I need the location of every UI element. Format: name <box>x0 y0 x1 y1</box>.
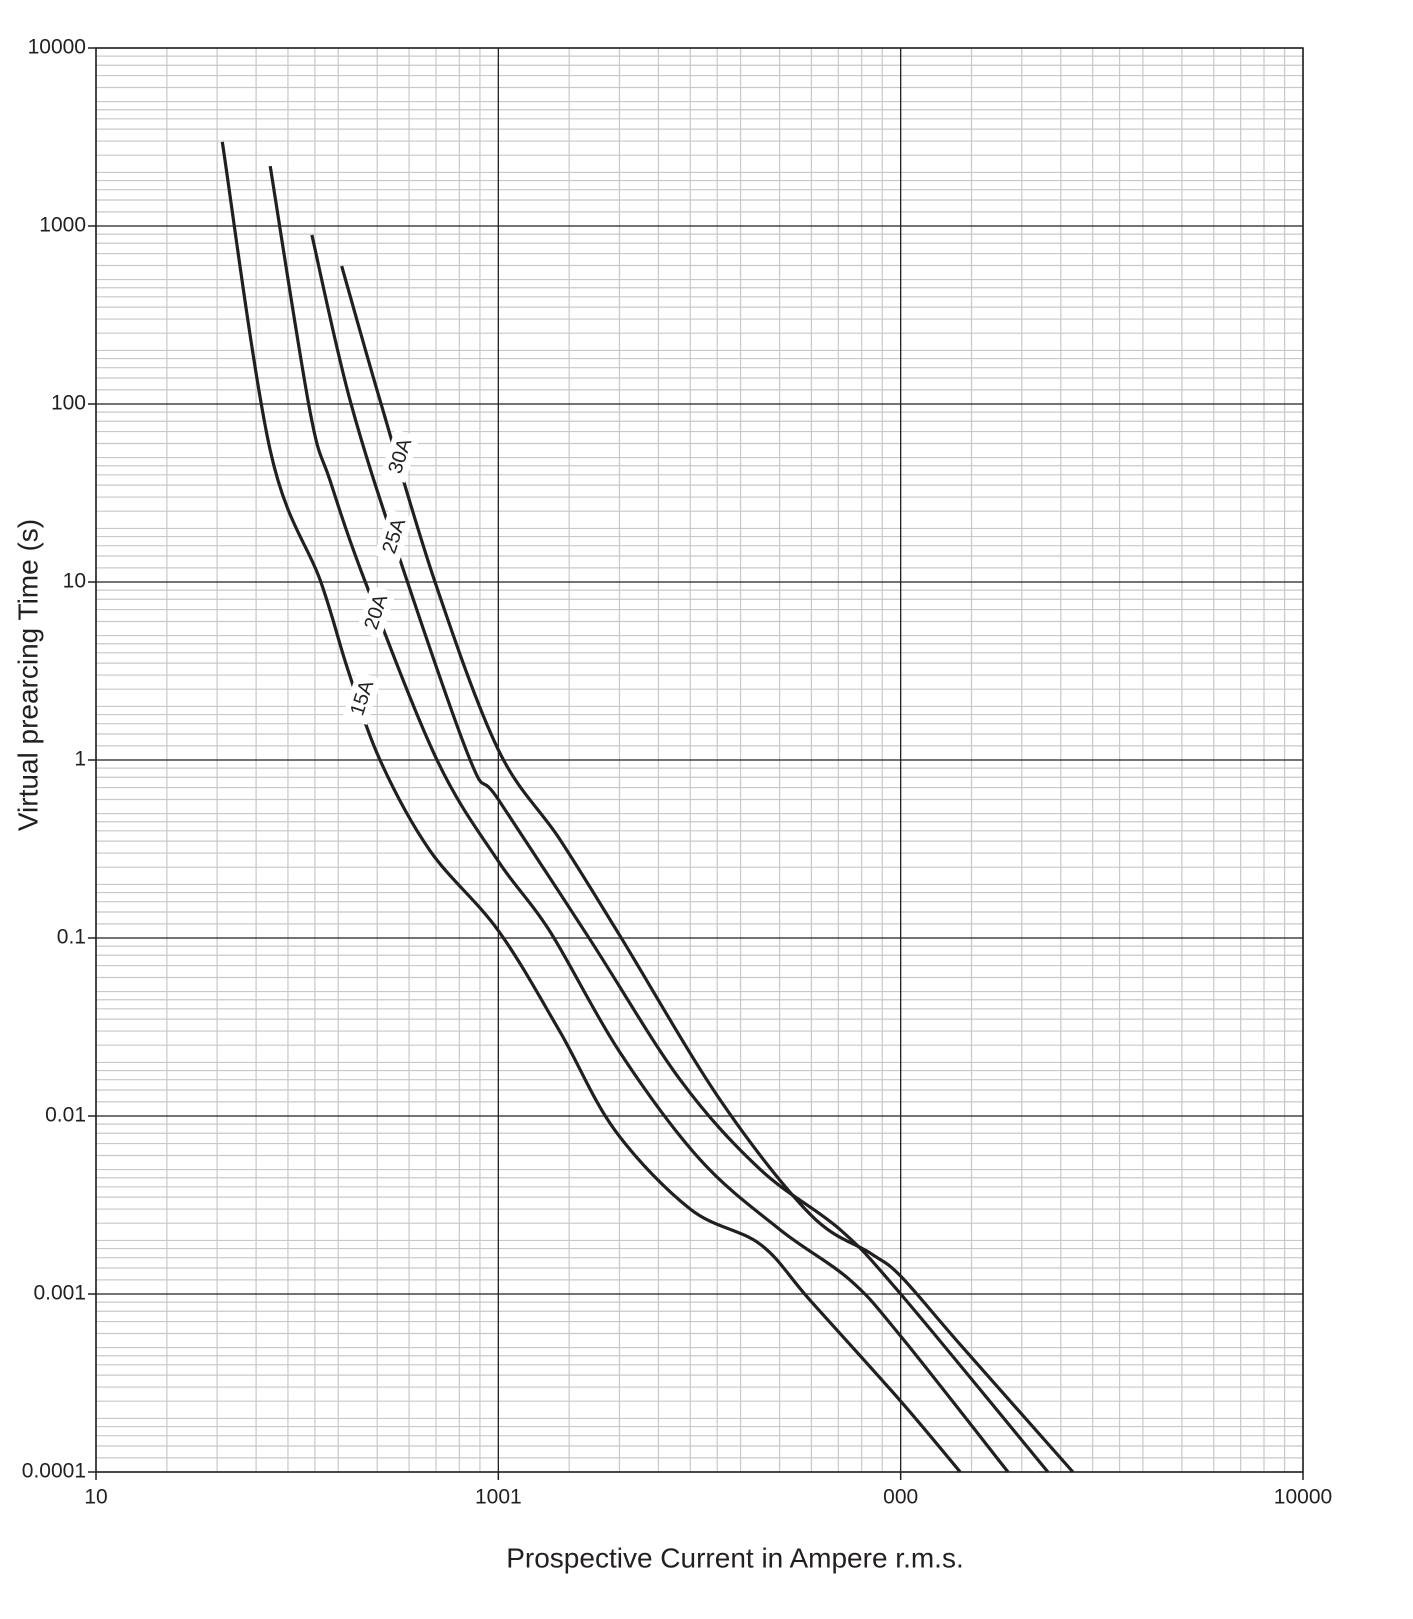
series-label-text: 20A <box>360 591 392 632</box>
y-tick-label: 0.01 <box>45 1104 86 1127</box>
series-line <box>340 265 1075 1474</box>
x-axis-label: Prospective Current in Ampere r.m.s. <box>506 1542 964 1573</box>
label-backdrop <box>342 671 382 725</box>
y-tick-label: 0.001 <box>33 1282 86 1305</box>
y-tick-label: 0.0001 <box>22 1460 86 1483</box>
label-backdrop <box>356 585 396 639</box>
x-tick-label: 10 <box>84 1486 107 1509</box>
series-line <box>310 234 1050 1474</box>
y-tick-label: 0.1 <box>57 926 86 949</box>
y-tick-label: 100 <box>51 392 86 415</box>
y-tick-label: 10 <box>63 570 86 593</box>
y-tick-label: 1 <box>74 748 86 771</box>
label-backdrop <box>380 429 420 483</box>
grid <box>95 47 1304 1473</box>
x-tick-label: 1001 <box>475 1486 522 1509</box>
series-line <box>220 141 962 1474</box>
series-label-text: 25A <box>378 515 410 556</box>
x-tick-label: 10000 <box>1274 1486 1332 1509</box>
y-tick-label: 10000 <box>28 36 86 59</box>
y-tick-label: 1000 <box>39 214 86 237</box>
label-backdrop <box>374 509 414 563</box>
series-label: 20A <box>356 585 396 639</box>
series-label: 15A <box>342 671 382 725</box>
series-label-text: 30A <box>384 435 416 476</box>
x-tick-label: 000 <box>883 1486 918 1509</box>
series-line <box>268 165 1010 1473</box>
plot-frame <box>95 47 1304 1473</box>
y-axis-label: Virtual prearcing Time (s) <box>12 519 43 831</box>
